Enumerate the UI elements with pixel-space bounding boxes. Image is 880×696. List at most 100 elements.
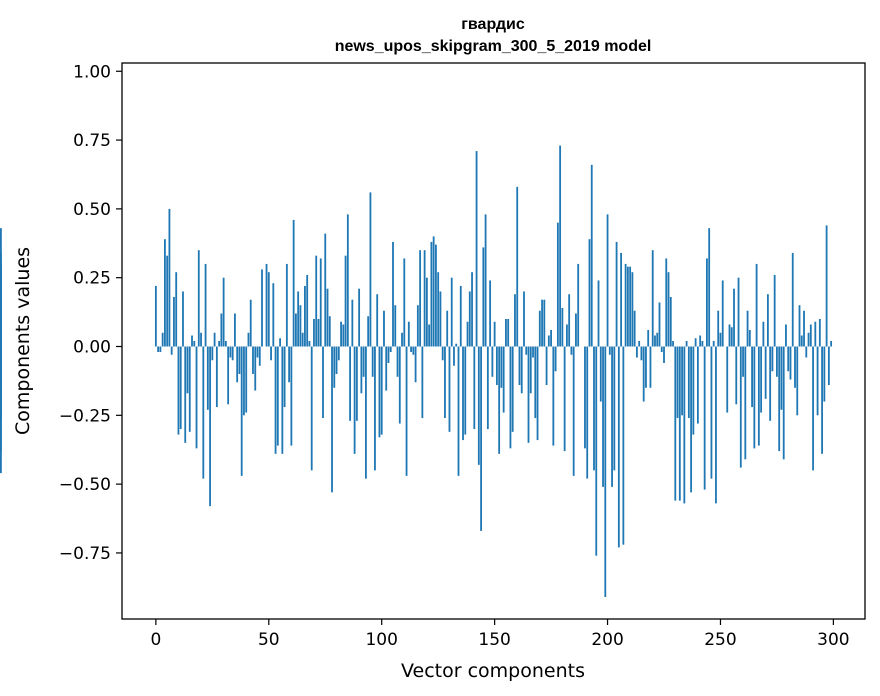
bar [335, 346, 338, 375]
bar [633, 310, 636, 347]
y-tick-label: −0.25 [59, 406, 111, 426]
bar [599, 346, 602, 402]
bar [683, 346, 686, 504]
bar [276, 346, 279, 446]
bar [771, 346, 774, 372]
bar [191, 335, 193, 347]
bar [507, 318, 510, 347]
x-axis-label: Vector components [401, 660, 585, 682]
bar [654, 335, 656, 347]
bar [642, 346, 645, 402]
bar [719, 332, 722, 347]
bar [658, 302, 661, 347]
bar [410, 346, 412, 352]
bar [473, 346, 476, 430]
chart-subtitle: news_upos_skipgram_300_5_2019 model [335, 38, 652, 55]
bar [597, 280, 600, 347]
bar [794, 346, 796, 388]
bar [466, 321, 469, 347]
bar [588, 239, 591, 347]
bar [193, 341, 196, 347]
bar [491, 346, 494, 377]
bar [780, 346, 783, 410]
bar [694, 338, 697, 347]
bar [665, 258, 668, 347]
bar [789, 346, 792, 380]
bar [554, 346, 557, 372]
bars-group [0, 145, 833, 597]
bar [475, 151, 478, 347]
bar [234, 313, 236, 347]
plot-frame [121, 62, 866, 620]
bar [565, 324, 568, 347]
bar [396, 346, 399, 377]
bar [629, 266, 632, 347]
y-tick-label: −0.75 [59, 544, 111, 564]
bar [0, 272, 2, 347]
bar [297, 291, 300, 347]
y-axis-label: Components values [12, 247, 34, 435]
bar [608, 346, 611, 355]
bar [154, 285, 157, 347]
bar [737, 277, 740, 347]
bar [509, 346, 512, 449]
bar [157, 346, 160, 352]
bar [708, 228, 711, 347]
bar [177, 346, 180, 435]
bar [755, 263, 758, 347]
bar [547, 335, 550, 347]
bar [453, 346, 455, 366]
y-tick-label: 0.75 [73, 131, 111, 151]
bar [243, 346, 245, 416]
bar [186, 346, 189, 394]
bar [419, 250, 422, 347]
bar [159, 346, 162, 352]
bar [371, 346, 374, 377]
bar [523, 291, 525, 347]
bar [315, 255, 318, 347]
bar [527, 346, 530, 443]
bar [258, 346, 261, 366]
bar [310, 346, 313, 471]
bar [787, 346, 790, 372]
bar [823, 346, 826, 402]
bar [748, 329, 751, 347]
bar [383, 310, 385, 347]
bar [211, 346, 214, 361]
bar [721, 280, 724, 347]
bar [809, 324, 812, 347]
bar [685, 341, 688, 347]
bar [651, 250, 654, 347]
bar [220, 313, 223, 347]
bar [818, 318, 821, 347]
bar [175, 272, 178, 347]
x-tick-label: 50 [258, 630, 280, 650]
bar [728, 324, 731, 347]
bar [182, 291, 184, 347]
bar [313, 318, 315, 347]
x-tick-label: 300 [817, 630, 849, 650]
bar [502, 346, 505, 413]
bar [830, 341, 833, 347]
bar [660, 346, 663, 352]
bar [735, 346, 738, 405]
bar [814, 321, 817, 347]
bar [489, 280, 492, 347]
bar [414, 346, 417, 383]
bar [550, 329, 552, 347]
bar [696, 346, 699, 424]
bar [617, 346, 620, 548]
y-tick-label: 1.00 [73, 62, 111, 82]
bar [712, 341, 715, 347]
bar [699, 335, 702, 347]
bar [556, 222, 559, 347]
bar [265, 263, 268, 347]
bar [821, 346, 823, 454]
bar [636, 346, 638, 358]
bar [541, 299, 543, 347]
bar [304, 285, 306, 347]
bar [471, 272, 473, 347]
bar [261, 269, 263, 347]
bar [726, 346, 729, 413]
